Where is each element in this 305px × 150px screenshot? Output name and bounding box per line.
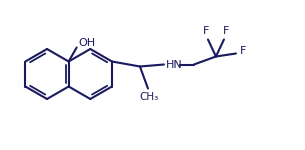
Text: OH: OH	[79, 39, 96, 48]
Text: F: F	[203, 27, 209, 36]
Text: F: F	[223, 27, 229, 36]
Text: HN: HN	[166, 60, 183, 69]
Text: F: F	[240, 46, 246, 57]
Text: CH₃: CH₃	[139, 93, 159, 102]
